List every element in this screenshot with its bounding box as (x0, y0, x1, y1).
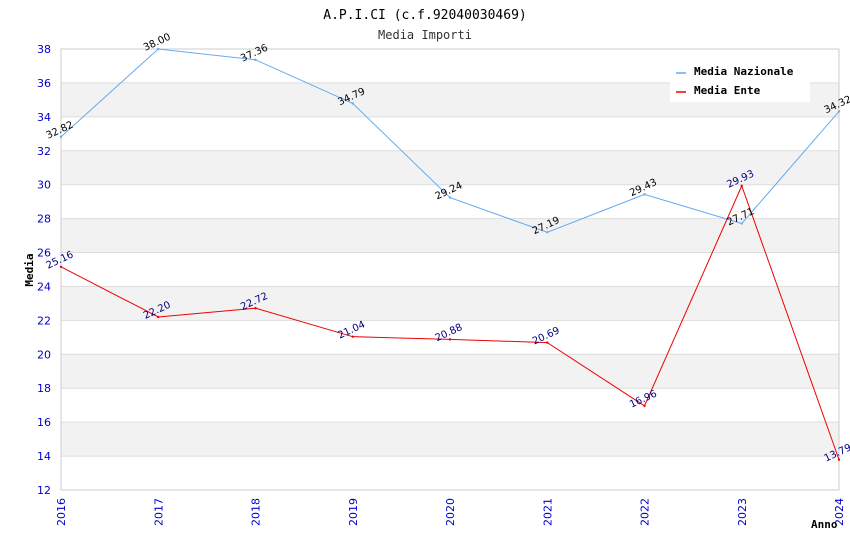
chart-title: A.P.I.CI (c.f.92040030469) (323, 8, 527, 23)
x-axis-title: Anno (811, 518, 838, 531)
legend-label-media-nazionale: Media Nazionale (694, 65, 794, 78)
data-point-media-ente (254, 306, 257, 310)
x-tick-label: 2020 (444, 498, 457, 526)
legend-label-media-ente: Media Ente (694, 84, 761, 97)
data-point-media-ente (643, 404, 646, 408)
x-tick-label: 2021 (541, 498, 554, 526)
data-point-media-ente (740, 184, 743, 188)
data-point-media-nazionale (740, 222, 743, 225)
x-tick-label: 2017 (152, 498, 165, 526)
grid-band (61, 286, 839, 321)
y-tick-label: 34 (37, 111, 51, 124)
x-tick-label: 2016 (55, 498, 68, 526)
data-label-media-ente: 16.96 (628, 389, 659, 411)
y-tick-label: 22 (37, 314, 51, 327)
data-point-media-ente (351, 335, 354, 338)
data-point-media-nazionale (254, 58, 257, 62)
data-label-media-ente: 21.04 (336, 319, 367, 341)
grid-lines (61, 48, 839, 491)
y-tick-label: 16 (37, 416, 51, 429)
legend: Media Nazionale Media Ente (670, 60, 810, 102)
data-point-media-nazionale (837, 110, 841, 113)
data-label-media-nazionale: 37.36 (239, 43, 270, 65)
data-label-media-ente: 20.69 (531, 325, 562, 347)
y-axis-ticks: 12 14 16 18 20 22 24 26 28 30 32 34 36 38 (37, 43, 51, 497)
data-point-media-nazionale (546, 231, 549, 234)
x-tick-label: 2022 (639, 498, 652, 526)
data-point-media-nazionale (643, 193, 646, 196)
data-point-media-nazionale (59, 135, 63, 139)
data-point-media-nazionale (351, 102, 354, 105)
y-tick-label: 30 (37, 179, 51, 192)
x-tick-label: 2018 (250, 498, 263, 526)
x-tick-label: 2019 (347, 498, 360, 526)
y-tick-label: 24 (37, 280, 51, 293)
series-layer (59, 47, 841, 461)
grid-band (61, 354, 839, 389)
data-point-media-nazionale (157, 47, 160, 51)
legend-box (670, 60, 810, 102)
y-tick-label: 20 (37, 348, 51, 361)
y-tick-label: 28 (37, 213, 51, 226)
y-tick-label: 18 (37, 382, 51, 395)
data-point-media-ente (837, 458, 841, 461)
y-tick-label: 36 (37, 77, 51, 90)
x-tick-label: 2023 (736, 498, 749, 526)
grid-band (61, 150, 839, 185)
x-tick-label: 2024 (833, 498, 846, 526)
y-tick-label: 38 (37, 43, 51, 56)
data-label-media-ente: 20.88 (434, 322, 465, 344)
data-point-media-ente (157, 315, 160, 319)
data-point-media-ente (59, 265, 63, 268)
y-tick-label: 12 (37, 484, 51, 497)
grid-band (61, 218, 839, 253)
x-axis-ticks: 2016 2017 2018 2019 2020 2021 2022 2023 2024 (55, 498, 846, 526)
data-point-media-ente (448, 338, 452, 341)
chart-subtitle: Media Importi (378, 28, 472, 42)
data-point-media-nazionale (448, 196, 452, 199)
y-tick-label: 32 (37, 145, 51, 158)
data-point-media-ente (546, 341, 549, 344)
y-tick-label: 14 (37, 450, 51, 463)
y-tick-label: 26 (37, 247, 51, 260)
y-axis-title: Media (23, 253, 36, 286)
grid-band (61, 422, 839, 457)
plot-frame (60, 48, 840, 491)
grid-bands (61, 82, 839, 457)
